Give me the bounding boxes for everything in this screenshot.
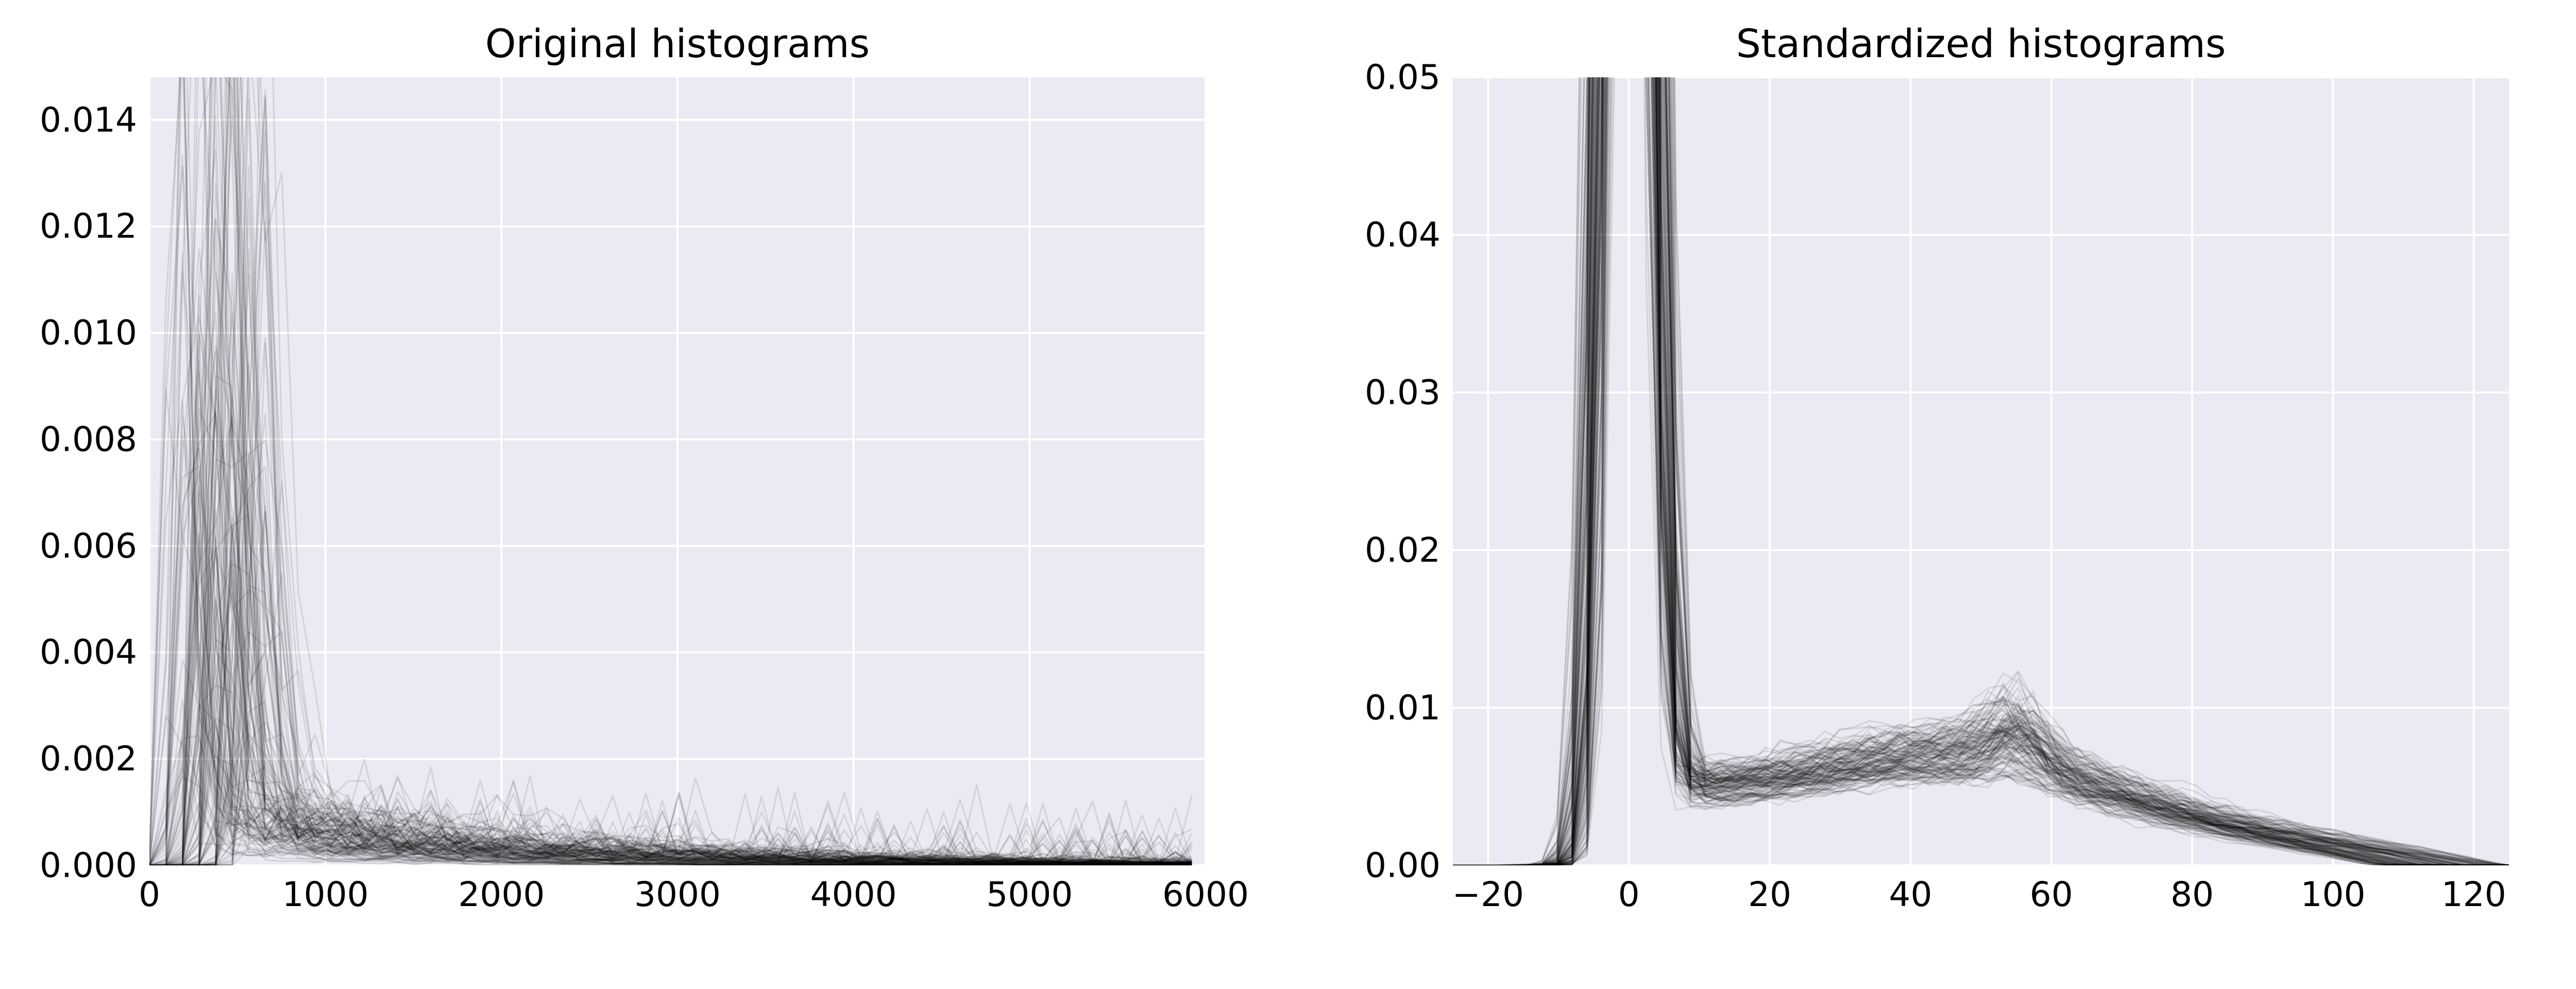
standardized-histograms-chart: Standardized histograms −200204060801001… [1453, 77, 2509, 865]
ytick-label: 0.000 [40, 846, 137, 885]
xtick-label: 20 [1748, 875, 1791, 914]
ytick-label: 0.02 [1365, 531, 1440, 570]
standardized-histograms-plot [1453, 77, 2509, 865]
ytick-label: 0.012 [40, 207, 137, 246]
chart-title: Original histograms [149, 21, 1206, 66]
xtick-label: 120 [2442, 875, 2506, 914]
ytick-label: 0.01 [1365, 688, 1440, 728]
xtick-label: −20 [1452, 875, 1524, 914]
xtick-label: 2000 [458, 875, 545, 914]
xtick-label: 100 [2300, 875, 2365, 914]
ytick-label: 0.008 [40, 419, 137, 459]
xtick-label: 3000 [634, 875, 721, 914]
ytick-label: 0.002 [40, 739, 137, 779]
xtick-label: 0 [139, 875, 160, 914]
chart-title: Standardized histograms [1453, 21, 2509, 66]
xtick-label: 60 [2030, 875, 2073, 914]
ytick-label: 0.00 [1365, 846, 1440, 885]
ytick-label: 0.05 [1365, 58, 1440, 97]
original-histograms-plot [149, 77, 1206, 865]
ytick-label: 0.04 [1365, 215, 1440, 255]
original-histograms-chart: Original histograms 01000200030004000500… [149, 77, 1206, 865]
xtick-label: 4000 [810, 875, 897, 914]
xtick-label: 80 [2171, 875, 2214, 914]
xtick-label: 40 [1889, 875, 1932, 914]
figure: Original histograms 01000200030004000500… [0, 0, 2576, 989]
ytick-label: 0.006 [40, 526, 137, 566]
ytick-label: 0.03 [1365, 373, 1440, 413]
ytick-label: 0.004 [40, 633, 137, 672]
ytick-label: 0.014 [40, 100, 137, 140]
xtick-label: 0 [1618, 875, 1640, 914]
xtick-label: 6000 [1162, 875, 1249, 914]
xtick-label: 5000 [986, 875, 1073, 914]
ytick-label: 0.010 [40, 313, 137, 353]
xtick-label: 1000 [282, 875, 369, 914]
